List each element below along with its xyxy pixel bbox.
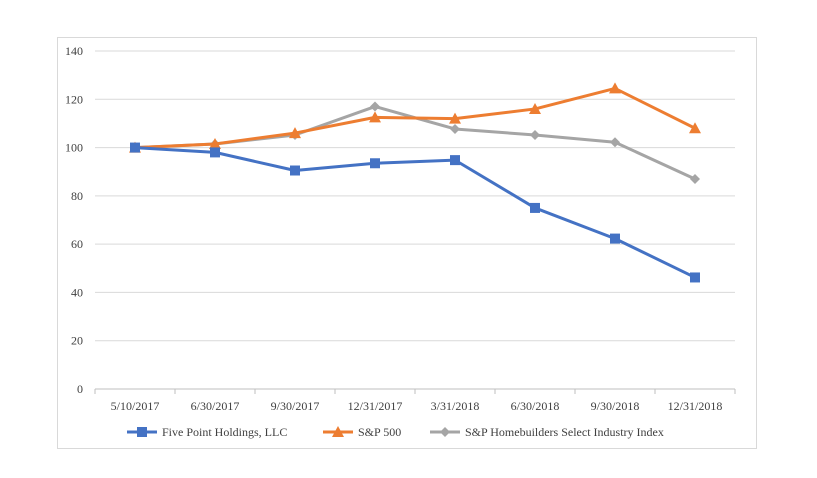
y-tick-label: 140 xyxy=(65,44,83,58)
x-tick-label: 3/31/2018 xyxy=(431,399,480,413)
series-layer xyxy=(129,82,701,283)
legend-item: S&P 500 xyxy=(323,425,401,439)
gridlines xyxy=(95,50,735,342)
legend-swatch-marker xyxy=(440,427,450,437)
legend-item: S&P Homebuilders Select Industry Index xyxy=(430,425,664,439)
legend-swatch-marker xyxy=(332,426,344,437)
data-point xyxy=(610,137,620,148)
legend-label: S&P Homebuilders Select Industry Index xyxy=(465,425,664,439)
y-tick-label: 120 xyxy=(65,92,83,106)
y-tick-label: 60 xyxy=(71,237,83,251)
data-point xyxy=(130,142,140,153)
data-point xyxy=(690,272,700,283)
y-tick-label: 100 xyxy=(65,141,83,155)
data-point xyxy=(290,165,300,176)
x-tick-label: 12/31/2018 xyxy=(668,399,723,413)
data-point xyxy=(530,130,540,141)
legend-item: Five Point Holdings, LLC xyxy=(127,425,287,439)
y-tick-label: 20 xyxy=(71,334,83,348)
legend-swatch-marker xyxy=(137,427,147,437)
chart-frame xyxy=(57,37,757,449)
legend: Five Point Holdings, LLC S&P 500 S&P Homeb… xyxy=(127,425,664,439)
data-point xyxy=(690,173,700,184)
series-triangle xyxy=(129,82,701,153)
data-point xyxy=(209,137,221,149)
data-point xyxy=(289,127,301,139)
data-point xyxy=(450,123,460,134)
data-point xyxy=(370,158,380,169)
data-point xyxy=(529,102,541,114)
x-tick-label: 6/30/2017 xyxy=(191,399,240,413)
y-tick-label: 40 xyxy=(71,285,83,299)
data-point xyxy=(210,147,220,158)
y-tick-label: 80 xyxy=(71,189,83,203)
series-square xyxy=(130,142,700,283)
series-line xyxy=(134,146,696,279)
x-tick-label: 12/31/2017 xyxy=(348,399,403,413)
series-line xyxy=(134,86,696,150)
x-tick-label: 9/30/2018 xyxy=(591,399,640,413)
data-point xyxy=(530,202,540,213)
legend-label: S&P 500 xyxy=(358,425,401,439)
data-point xyxy=(449,112,461,124)
axes: 0 20 40 60 80 100 120 140 5/10/2017 6/30/2017 9/30… xyxy=(65,44,736,413)
data-point xyxy=(689,122,701,134)
data-point xyxy=(370,101,380,112)
x-tick-label: 9/30/2017 xyxy=(271,399,320,413)
data-point xyxy=(450,155,460,166)
x-tick-label: 5/10/2017 xyxy=(111,399,160,413)
data-point xyxy=(610,233,620,244)
data-point xyxy=(609,82,621,94)
data-point xyxy=(369,111,381,123)
legend-label: Five Point Holdings, LLC xyxy=(162,425,287,439)
x-tick-label: 6/30/2018 xyxy=(511,399,560,413)
y-tick-label: 0 xyxy=(77,382,83,396)
